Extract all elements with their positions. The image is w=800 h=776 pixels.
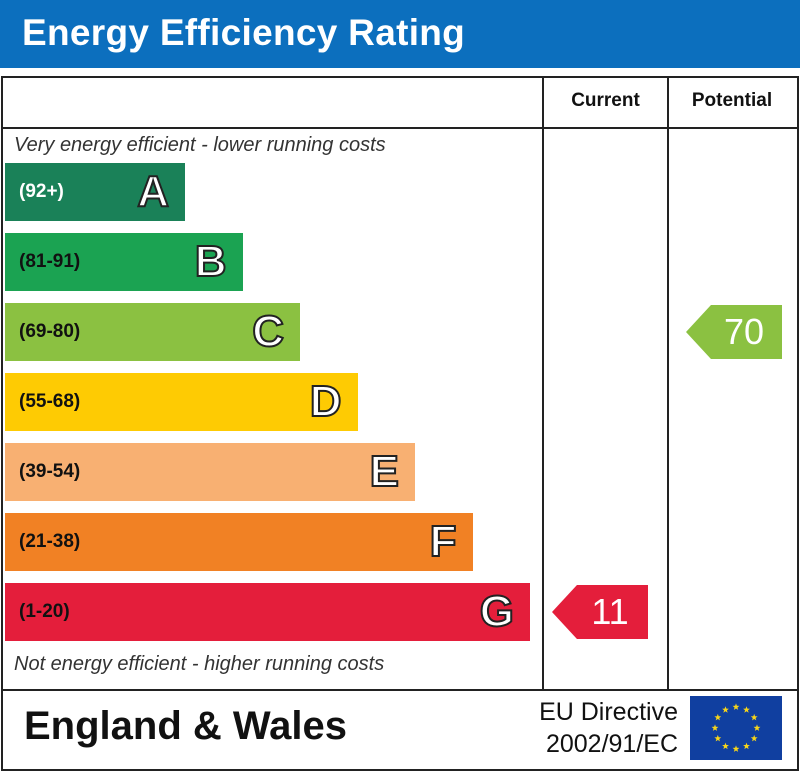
region-label: England & Wales [24,704,348,748]
header-divider [3,127,797,129]
band-letter: G [479,586,515,637]
band-f: (21-38) F [5,513,473,571]
eu-star-icon [753,724,761,731]
band-a: (92+) A [5,163,185,221]
eu-star-icon [722,706,729,713]
band-range-label: (81-91) [19,251,81,272]
potential-column-divider [667,78,669,690]
eu-star-icon [732,703,740,710]
band-range-label: (92+) [19,181,64,202]
potential-column-header: Potential [691,90,773,111]
eu-star-icon [743,742,750,750]
top-note: Very energy efficient - lower running co… [14,134,386,156]
bottom-note: Not energy efficient - higher running co… [14,653,385,675]
eu-star-icon [714,734,722,742]
eu-star-icon [750,713,758,721]
eu-star-icon [711,724,719,731]
eu-star-icon [722,742,729,750]
band-letter: C [251,306,285,357]
band-g: (1-20) G [5,583,530,641]
eu-flag-icon [690,696,782,760]
band-letter: A [136,166,170,217]
eu-star-icon [750,734,758,742]
chart-frame [1,76,799,771]
eu-star-icon [732,745,740,752]
band-range-label: (39-54) [19,461,81,482]
band-letter: E [369,446,400,497]
eu-directive-number: 2002/91/EC [545,730,678,758]
band-letter: F [429,516,458,567]
current-column-header: Current [571,90,640,111]
band-d: (55-68) D [5,373,358,431]
chart-title: Energy Efficiency Rating [22,12,466,53]
current-rating-arrow: 11 [552,585,648,639]
eu-directive-label: EU Directive [539,698,678,726]
title-bar: Energy Efficiency Rating [0,0,800,68]
band-e: (39-54) E [5,443,415,501]
band-c: (69-80) C [5,303,300,361]
potential-rating-arrow-value: 70 [723,311,765,352]
footer-divider [3,689,797,691]
current-rating-arrow-value: 11 [591,591,629,632]
eu-star-icon [743,706,750,713]
band-range-label: (21-38) [19,531,81,552]
band-range-label: (1-20) [19,601,70,622]
eu-star-icon [714,713,722,721]
band-b: (81-91) B [5,233,243,291]
band-letter: D [309,376,343,427]
band-range-label: (55-68) [19,391,81,412]
band-range-label: (69-80) [19,321,81,342]
band-letter: B [194,236,228,287]
current-column-divider [542,78,544,690]
